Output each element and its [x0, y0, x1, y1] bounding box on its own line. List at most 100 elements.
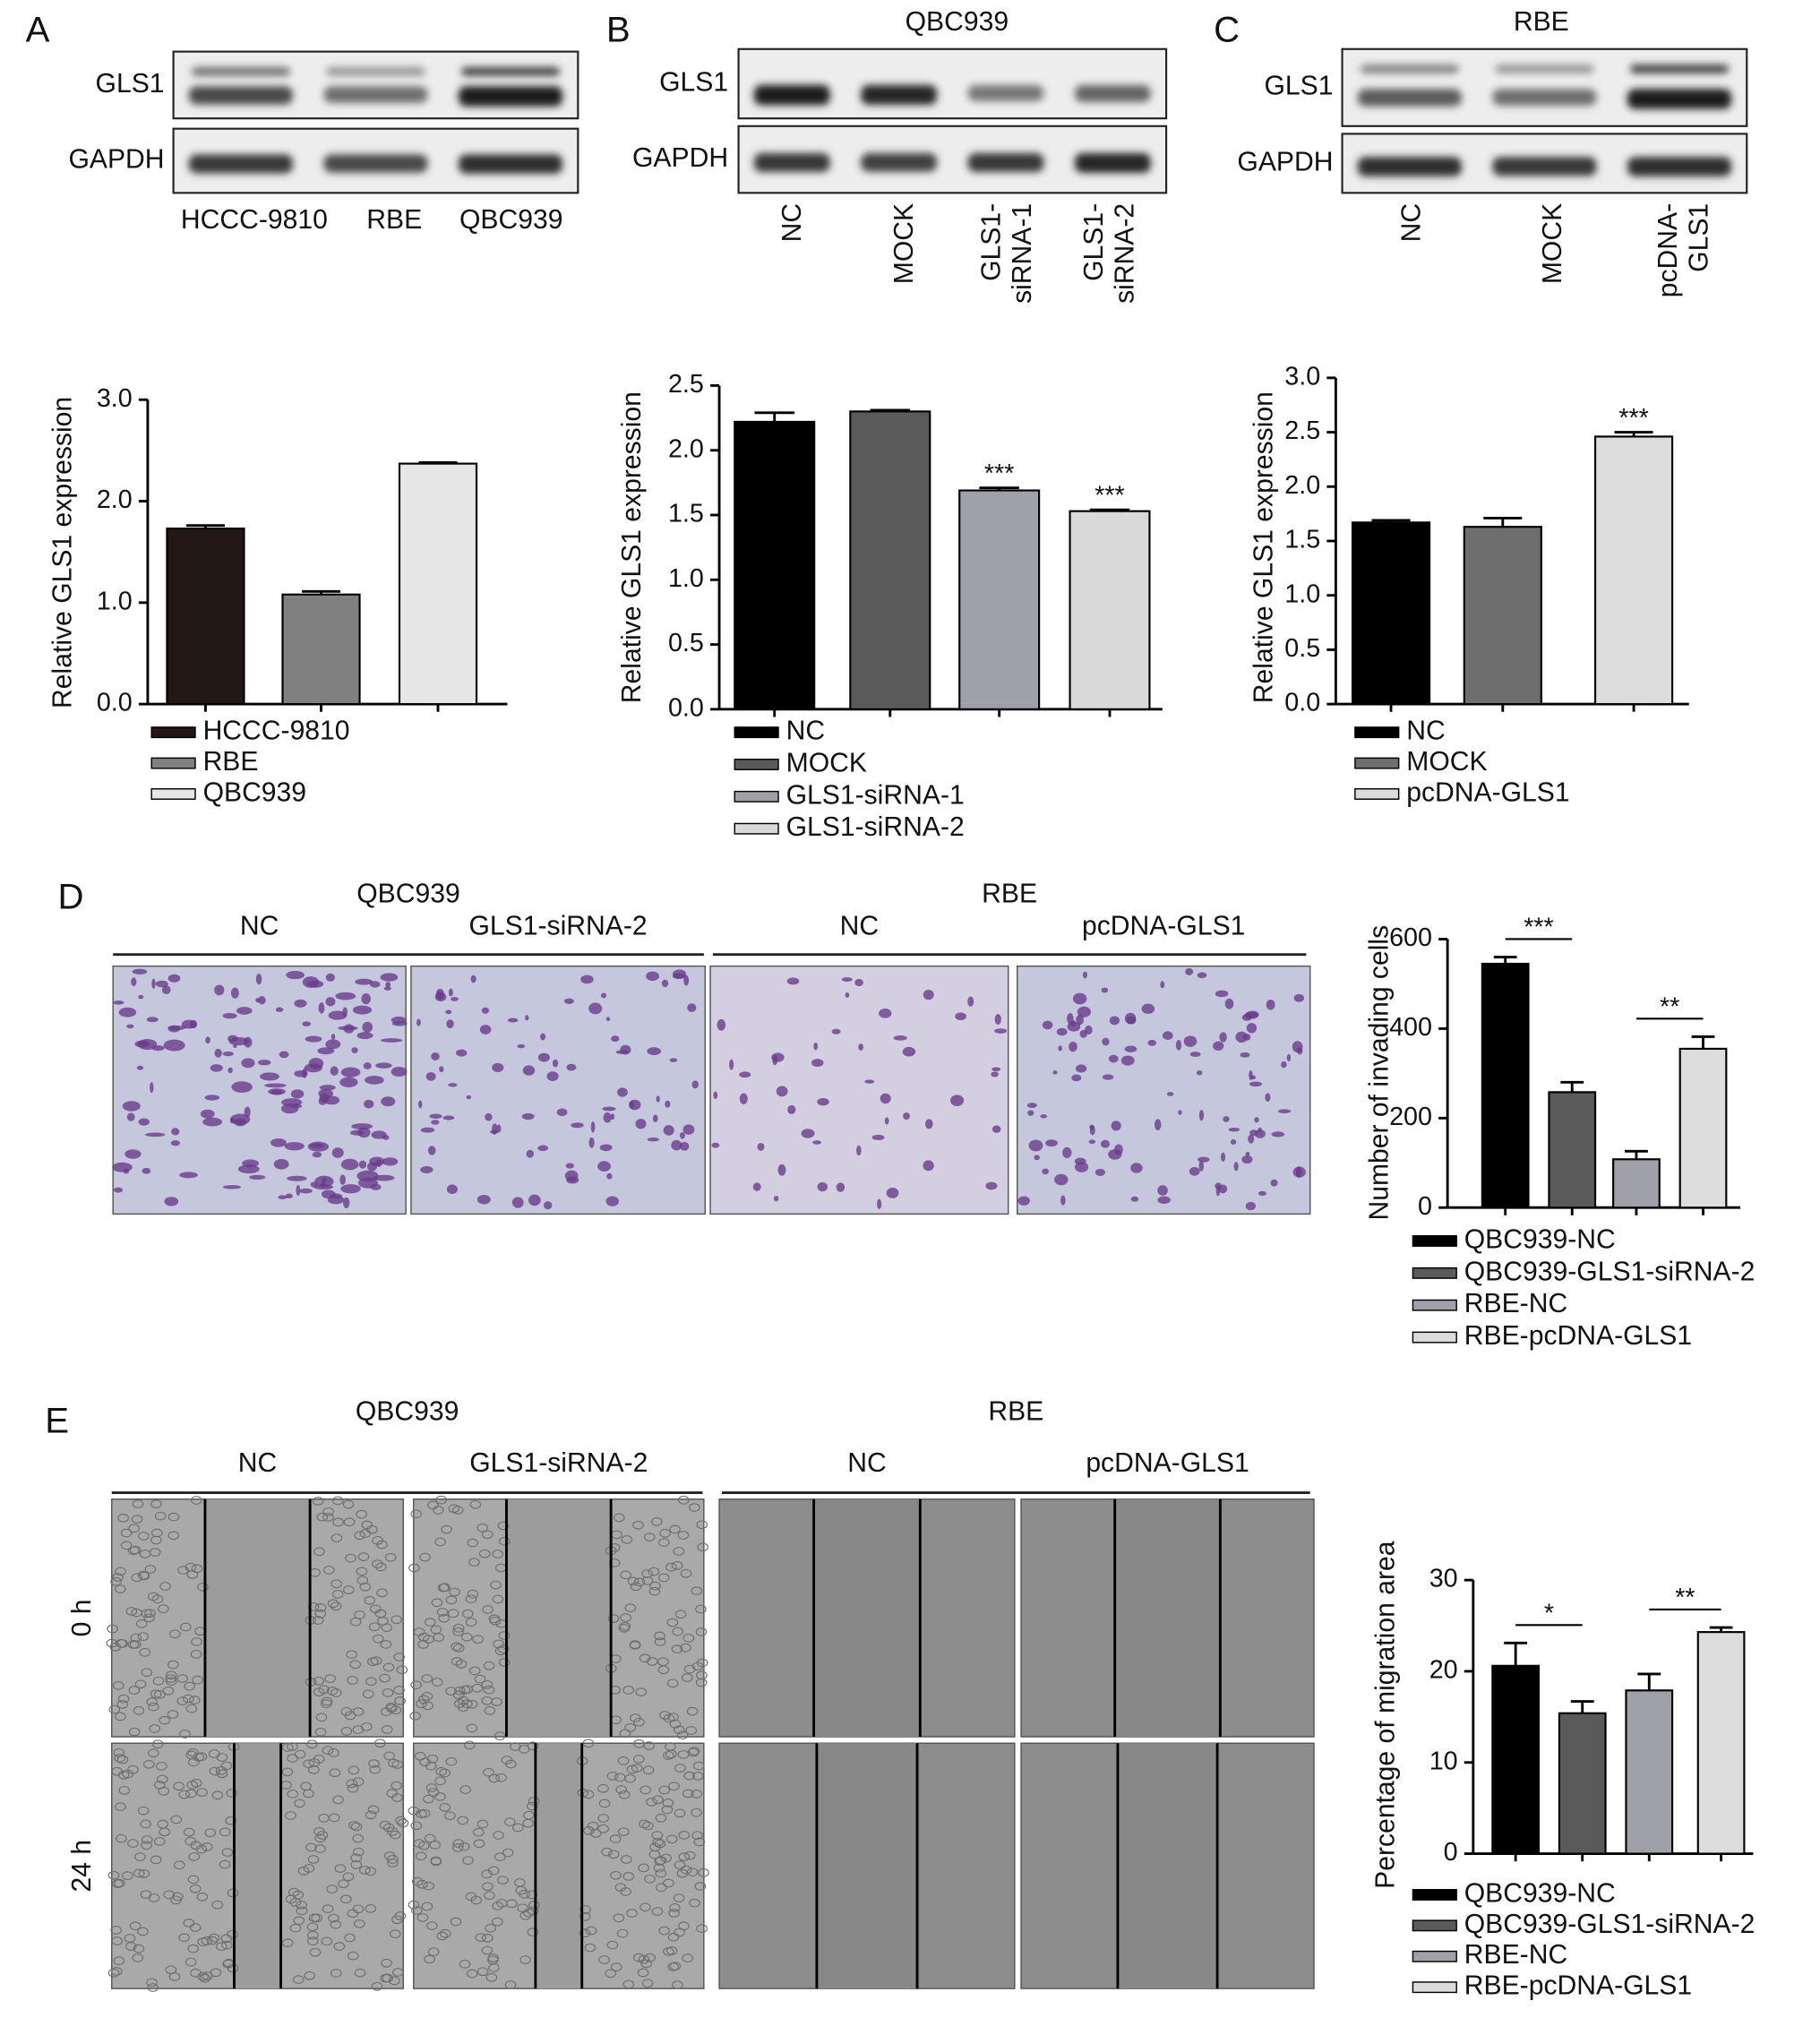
cell-texture [680, 1865, 692, 1875]
cell-texture [365, 1867, 377, 1876]
cell-blob [138, 1118, 150, 1126]
cell-texture [631, 1764, 643, 1773]
cell-texture [201, 1842, 213, 1851]
cell-texture [344, 1933, 356, 1943]
y-tick-label: 1.5 [1284, 526, 1320, 554]
cell-texture [448, 1504, 460, 1514]
legend-swatch [1412, 1331, 1457, 1344]
cell-texture [682, 1673, 693, 1682]
cell-texture [505, 1759, 517, 1769]
cell-texture [665, 1834, 678, 1844]
cell-texture [682, 1789, 694, 1799]
cell-blob [540, 1033, 546, 1041]
cell-texture [435, 1495, 447, 1505]
y-tick-label: 200 [1389, 1103, 1432, 1131]
lane-label: siRNA-1 [1008, 203, 1037, 304]
cell-blob [923, 990, 934, 1000]
cell-texture [109, 1642, 122, 1652]
cell-blob [773, 1195, 779, 1202]
cell-texture [108, 1704, 121, 1714]
legend-label: RBE-pcDNA-GLS1 [1464, 1971, 1692, 2001]
cell-texture [632, 1520, 644, 1530]
cell-blob [877, 1198, 882, 1210]
cell-blob [1265, 1093, 1271, 1102]
cell-texture [683, 1771, 695, 1781]
cell-texture [618, 1623, 631, 1633]
panel-letter: C [1214, 10, 1240, 50]
y-axis-label: Relative GLS1 expression [48, 397, 78, 708]
cell-blob [161, 985, 171, 995]
cell-texture [156, 1762, 167, 1771]
cell-texture [488, 1963, 500, 1972]
cell-texture [425, 1921, 438, 1930]
cell-texture [141, 1841, 152, 1850]
cell-blob [1157, 1185, 1168, 1196]
cell-texture [620, 1570, 631, 1580]
cell-texture [663, 1878, 674, 1888]
cell-texture [165, 1677, 177, 1687]
cell-blob [1102, 1074, 1114, 1080]
cell-texture [388, 1758, 399, 1768]
cell-blob [526, 1149, 535, 1158]
cell-blob [1249, 1129, 1258, 1137]
cell-texture [128, 1686, 141, 1695]
blot-row-label: GLS1 [1265, 72, 1334, 101]
cell-texture [629, 1640, 641, 1650]
cell-texture [692, 1772, 704, 1781]
blot-band [1492, 157, 1597, 176]
bar [958, 489, 1041, 710]
cell-texture [598, 1799, 611, 1808]
cell-blob [222, 1012, 237, 1019]
cell-texture [150, 1499, 162, 1508]
cell-texture [408, 1900, 420, 1910]
cell-blob [507, 1018, 519, 1023]
cell-texture [148, 1893, 160, 1902]
cell-texture [411, 1876, 424, 1886]
cell-texture [330, 1919, 342, 1929]
wound-gap [204, 1498, 311, 1738]
cell-texture [454, 1686, 466, 1696]
cell-texture [190, 1650, 202, 1659]
cell-texture [490, 1580, 502, 1590]
cell-texture [354, 1531, 365, 1541]
cell-texture [423, 1881, 434, 1891]
cell-texture [444, 1811, 456, 1821]
cell-texture [322, 1566, 335, 1575]
legend-label: pcDNA-GLS1 [1406, 777, 1569, 807]
cell-texture [682, 1633, 695, 1643]
cell-texture [211, 1900, 224, 1910]
cell-blob [606, 1172, 613, 1180]
cell-texture [147, 1592, 159, 1601]
cell-blob [1141, 1003, 1155, 1014]
cell-texture [347, 1783, 359, 1793]
cell-texture [116, 1699, 128, 1709]
cell-texture [478, 1549, 491, 1558]
cell-blob [479, 1025, 492, 1035]
cell-texture [150, 1528, 163, 1538]
cell-blob [122, 1101, 141, 1112]
cell-texture [331, 1533, 343, 1542]
cell-texture [350, 1860, 363, 1869]
cell-blob [284, 1142, 305, 1151]
cell-texture [379, 1820, 391, 1830]
cell-texture [327, 1599, 339, 1609]
blot-row-label: GAPDH [1237, 147, 1333, 176]
cell-texture [671, 1644, 683, 1654]
cell-blob [113, 1000, 124, 1005]
cell-texture [658, 1785, 671, 1795]
cell-blob [214, 1048, 222, 1058]
cell-texture [393, 1686, 405, 1695]
cell-texture [129, 1640, 142, 1650]
cell-blob [817, 1097, 829, 1106]
cell-texture [369, 1765, 381, 1774]
cell-blob [1111, 1121, 1121, 1131]
cell-blob [854, 978, 863, 987]
cell-texture [620, 1855, 632, 1864]
cell-blob [270, 1138, 287, 1147]
cell-texture [659, 1528, 671, 1538]
cell-texture [370, 1656, 382, 1666]
cell-blob [635, 1119, 647, 1129]
cell-texture [306, 1739, 318, 1749]
cell-texture [159, 1715, 171, 1725]
cell-texture [147, 1748, 159, 1758]
